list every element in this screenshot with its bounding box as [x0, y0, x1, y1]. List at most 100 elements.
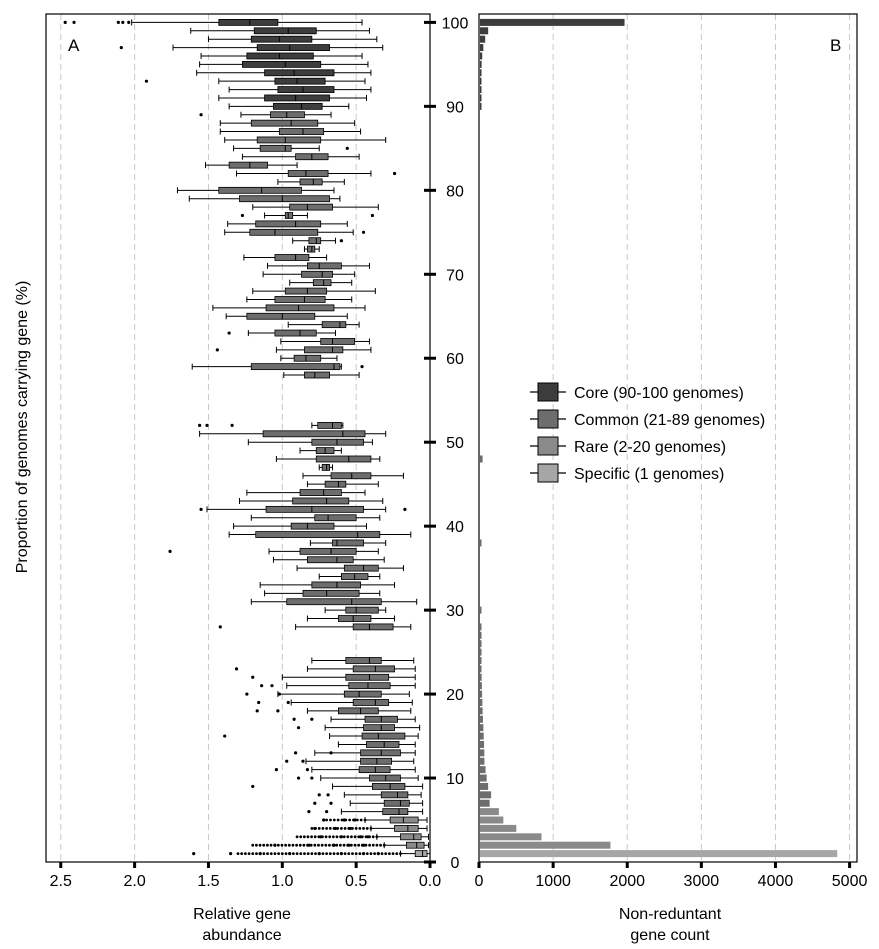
box — [293, 354, 322, 362]
x-axis-label-b-line2: gene count — [630, 927, 710, 944]
boxplot — [324, 606, 387, 614]
boxplot — [255, 707, 412, 715]
box — [218, 186, 302, 194]
boxplot — [215, 346, 372, 354]
outlier-point — [291, 843, 295, 847]
outlier-point — [199, 113, 203, 117]
outlier-point — [276, 843, 280, 847]
legend-swatch — [537, 409, 559, 429]
bar — [480, 631, 482, 639]
outlier-point — [119, 45, 123, 50]
boxplot — [196, 69, 372, 77]
box — [345, 673, 390, 681]
bar — [480, 782, 489, 790]
x-tick-label: 2000 — [609, 873, 645, 890]
box — [239, 195, 330, 203]
outlier-point — [288, 852, 292, 856]
boxplot — [317, 791, 422, 799]
boxplot — [199, 111, 332, 119]
boxplot — [306, 480, 379, 488]
boxplot — [227, 329, 336, 337]
box — [274, 296, 326, 303]
outlier-point — [371, 835, 375, 839]
outlier-point — [168, 549, 172, 553]
panel-a-frame — [45, 13, 431, 863]
bar — [480, 841, 611, 849]
outlier-point — [347, 827, 351, 830]
boxplot — [228, 531, 412, 538]
bar — [480, 94, 482, 102]
bar — [480, 698, 483, 706]
y-tick-label: 10 — [446, 771, 464, 788]
box — [304, 346, 344, 354]
bar — [480, 673, 482, 681]
boxplot — [285, 757, 415, 765]
outlier-point — [287, 843, 291, 847]
boxplot — [296, 724, 421, 732]
outlier-point — [342, 835, 346, 839]
outlier-point — [375, 835, 379, 839]
outlier-point — [227, 331, 231, 335]
boxplot — [311, 657, 415, 664]
box — [343, 564, 379, 572]
box — [270, 111, 305, 119]
legend-swatch — [537, 382, 559, 402]
outlier-point — [343, 827, 347, 830]
outlier-point — [310, 827, 314, 830]
outlier-point — [373, 852, 377, 856]
outlier-point — [369, 827, 373, 830]
outlier-point — [322, 818, 326, 822]
x-axis-label-a-line2: abundance — [202, 927, 281, 944]
outlier-point — [307, 810, 311, 814]
boxplot — [280, 338, 370, 345]
panel-b-frame — [478, 13, 858, 863]
legend-label: Core (90-100 genomes) — [574, 385, 744, 402]
box — [299, 178, 323, 186]
outlier-point — [215, 348, 219, 352]
box — [307, 245, 316, 253]
bar — [480, 455, 483, 463]
bar — [480, 824, 517, 832]
outlier-point — [329, 751, 333, 755]
box — [317, 422, 342, 429]
boxplot — [188, 195, 341, 203]
boxplot — [240, 212, 374, 219]
outlier-point — [332, 827, 336, 830]
outlier-point — [192, 852, 196, 856]
outlier-point — [399, 852, 402, 856]
outlier-point — [360, 843, 364, 847]
outlier-point — [295, 852, 299, 856]
legend-item-core: Core (90-100 genomes) — [530, 382, 744, 402]
box — [330, 472, 372, 480]
outlier-point — [280, 852, 284, 856]
outlier-point — [299, 852, 303, 856]
legend-label: Common (21-89 genomes) — [574, 412, 765, 429]
box — [264, 69, 335, 77]
outlier-point — [298, 843, 302, 847]
outlier-point — [362, 852, 365, 856]
outlier-point — [360, 835, 364, 839]
x-tick-label: 0 — [475, 873, 484, 890]
boxplot — [275, 455, 381, 463]
outlier-point — [370, 213, 374, 218]
outlier-point — [335, 835, 339, 839]
box — [274, 329, 317, 337]
boxplot — [277, 178, 345, 186]
boxplot — [228, 102, 350, 110]
boxplot — [337, 741, 416, 748]
outlier-point — [332, 852, 336, 856]
outlier-point — [354, 827, 358, 830]
boxplot — [198, 422, 344, 429]
outlier-point — [357, 835, 361, 839]
box — [338, 615, 372, 622]
box — [321, 321, 347, 329]
outlier-point — [317, 843, 320, 847]
boxplot — [318, 573, 381, 580]
outlier-point — [331, 835, 335, 839]
box — [302, 589, 360, 597]
boxplot — [199, 60, 369, 68]
boxplot — [250, 514, 381, 522]
legend-swatch — [537, 463, 559, 483]
bar — [480, 86, 482, 94]
